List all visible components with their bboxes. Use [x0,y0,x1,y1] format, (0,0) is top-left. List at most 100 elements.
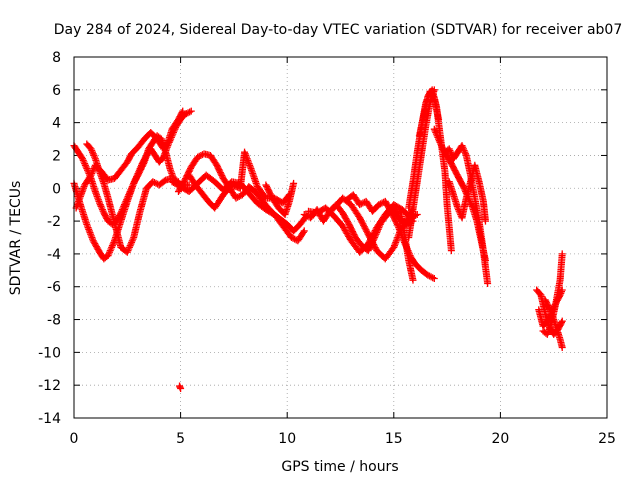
data-point [454,204,462,212]
data-point [132,174,140,182]
data-point [430,275,438,283]
data-point [125,245,133,253]
data-point [437,142,445,150]
y-tick-label: -14 [38,411,61,427]
data-point [445,145,453,153]
data-point [108,243,116,251]
data-point [117,209,125,217]
data-point [458,142,466,150]
data-point [133,171,141,179]
data-point [409,276,417,284]
axis-ticks [73,56,608,419]
data-point [558,343,566,351]
data-point [137,163,145,171]
data-point [558,250,566,258]
data-point [118,207,126,215]
data-point [104,252,112,260]
y-tick-label: 0 [52,181,61,197]
data-point [135,168,143,176]
data-point [178,109,186,117]
data-point [356,201,364,209]
data-point [89,150,97,158]
data-point [124,192,132,200]
data-point [447,247,455,255]
data-point [99,207,107,215]
x-tick-label: 20 [491,431,509,447]
y-tick-label: -2 [47,214,61,230]
data-point [289,234,297,242]
data-point [119,204,127,212]
data-point [120,202,128,210]
y-axis-label: SDTVAR / TECUs [8,181,24,296]
data-point [185,181,193,189]
x-tick-label: 10 [278,431,296,447]
data-point [432,128,440,136]
data-point [558,317,566,325]
data-point [91,153,99,161]
data-point [376,200,384,208]
data-point [127,240,135,248]
data-point [128,184,136,192]
y-tick-label: 8 [52,50,61,66]
data-point [87,171,95,179]
data-point [363,229,371,237]
data-point [234,193,242,201]
data-point [371,227,379,235]
data-point [79,155,87,163]
data-point [364,230,372,238]
data-point [106,248,114,256]
data-point [125,191,133,199]
x-tick-label: 0 [70,431,79,447]
x-tick-label: 5 [176,431,185,447]
data-point [431,127,439,135]
data-point [86,173,94,181]
x-tick-label: 15 [385,431,403,447]
data-point [87,145,95,153]
data-point [459,145,467,153]
data-point [96,199,104,207]
data-point [88,168,96,176]
data-point [459,143,467,151]
data-point [194,153,202,161]
data-point [122,197,130,205]
data-point [447,148,455,156]
data-point [105,250,113,258]
data-point [481,217,489,225]
data-point [116,210,124,218]
data-point [129,181,137,189]
data-point [109,240,117,248]
data-point [97,202,105,210]
data-point [106,247,114,255]
data-point [88,170,96,178]
plot-frame [73,56,608,419]
data-point [430,125,438,133]
data-point [128,238,136,246]
data-point [358,218,366,226]
data-point [460,147,468,155]
data-point [290,179,298,187]
data-point [197,151,205,159]
data-point [462,150,470,158]
data-point [108,242,116,250]
data-point [446,147,454,155]
data-point [359,220,367,228]
data-point [356,214,364,222]
data-point [126,188,134,196]
data-point [123,248,131,256]
data-point [300,211,308,219]
data-point [362,226,370,234]
data-point [131,176,139,184]
x-axis-label: GPS time / hours [281,459,398,475]
data-point [107,245,115,253]
data-point [393,221,401,229]
data-point [370,241,378,249]
tick-labels: 0 5 10 15 20 25 -14 -12 -10 -8 -6 -4 -2 0 2 4 6 8 [38,50,616,447]
data-point [135,166,143,174]
data-point [125,189,133,197]
data-point [287,234,295,241]
data-point [375,201,383,209]
data-point [129,235,137,243]
x-tick-label: 25 [598,431,616,447]
data-point [80,158,88,166]
